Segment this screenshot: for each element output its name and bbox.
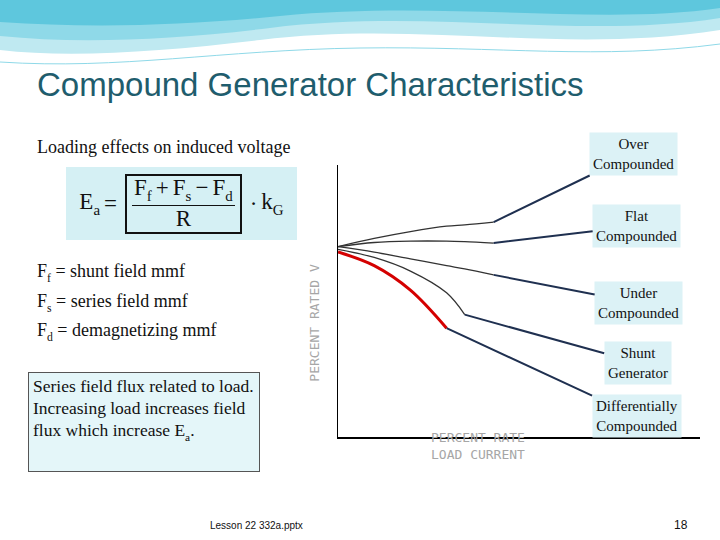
html-text:Ff+ Fs− Fd: Ff+ Fs− Fd [134, 175, 233, 204]
html-text:Compound Generator Characteris: Compound Generator Characteristics [37, 66, 584, 103]
svg-text:DifferentiallyCompounded: DifferentiallyCompounded [596, 398, 678, 434]
html-text:Fs= series field mmf: Fs= series field mmf [37, 290, 188, 315]
svg-text:PERCENT RATELOAD CURRENT: PERCENT RATELOAD CURRENT [431, 430, 525, 462]
svg-text:OverCompounded: OverCompounded [593, 136, 674, 172]
html-text:Fd= demagnetizing mmf: Fd= demagnetizing mmf [37, 320, 217, 344]
html-text:Lesson 22 332a.pptx: Lesson 22 332a.pptx [210, 520, 303, 531]
html-text:Ff= shunt field mmf: Ff= shunt field mmf [37, 261, 186, 285]
svg-text:ShuntGenerator: ShuntGenerator [608, 345, 668, 381]
html-text:R: R [175, 205, 191, 231]
html-text:Ea =: Ea = [79, 188, 117, 218]
svg-text:FlatCompounded: FlatCompounded [596, 208, 677, 244]
html-text:· kG: · kG [249, 188, 284, 218]
svg-text:UnderCompounded: UnderCompounded [598, 285, 679, 321]
html-text:Loading effects on induced vol: Loading effects on induced voltage [37, 137, 291, 157]
html-text:Series field flux related to l: Series field flux related to load. Incre… [33, 376, 254, 443]
html-text:18: 18 [674, 518, 688, 532]
svg-text:PERCENT RATED V: PERCENT RATED V [307, 264, 322, 382]
